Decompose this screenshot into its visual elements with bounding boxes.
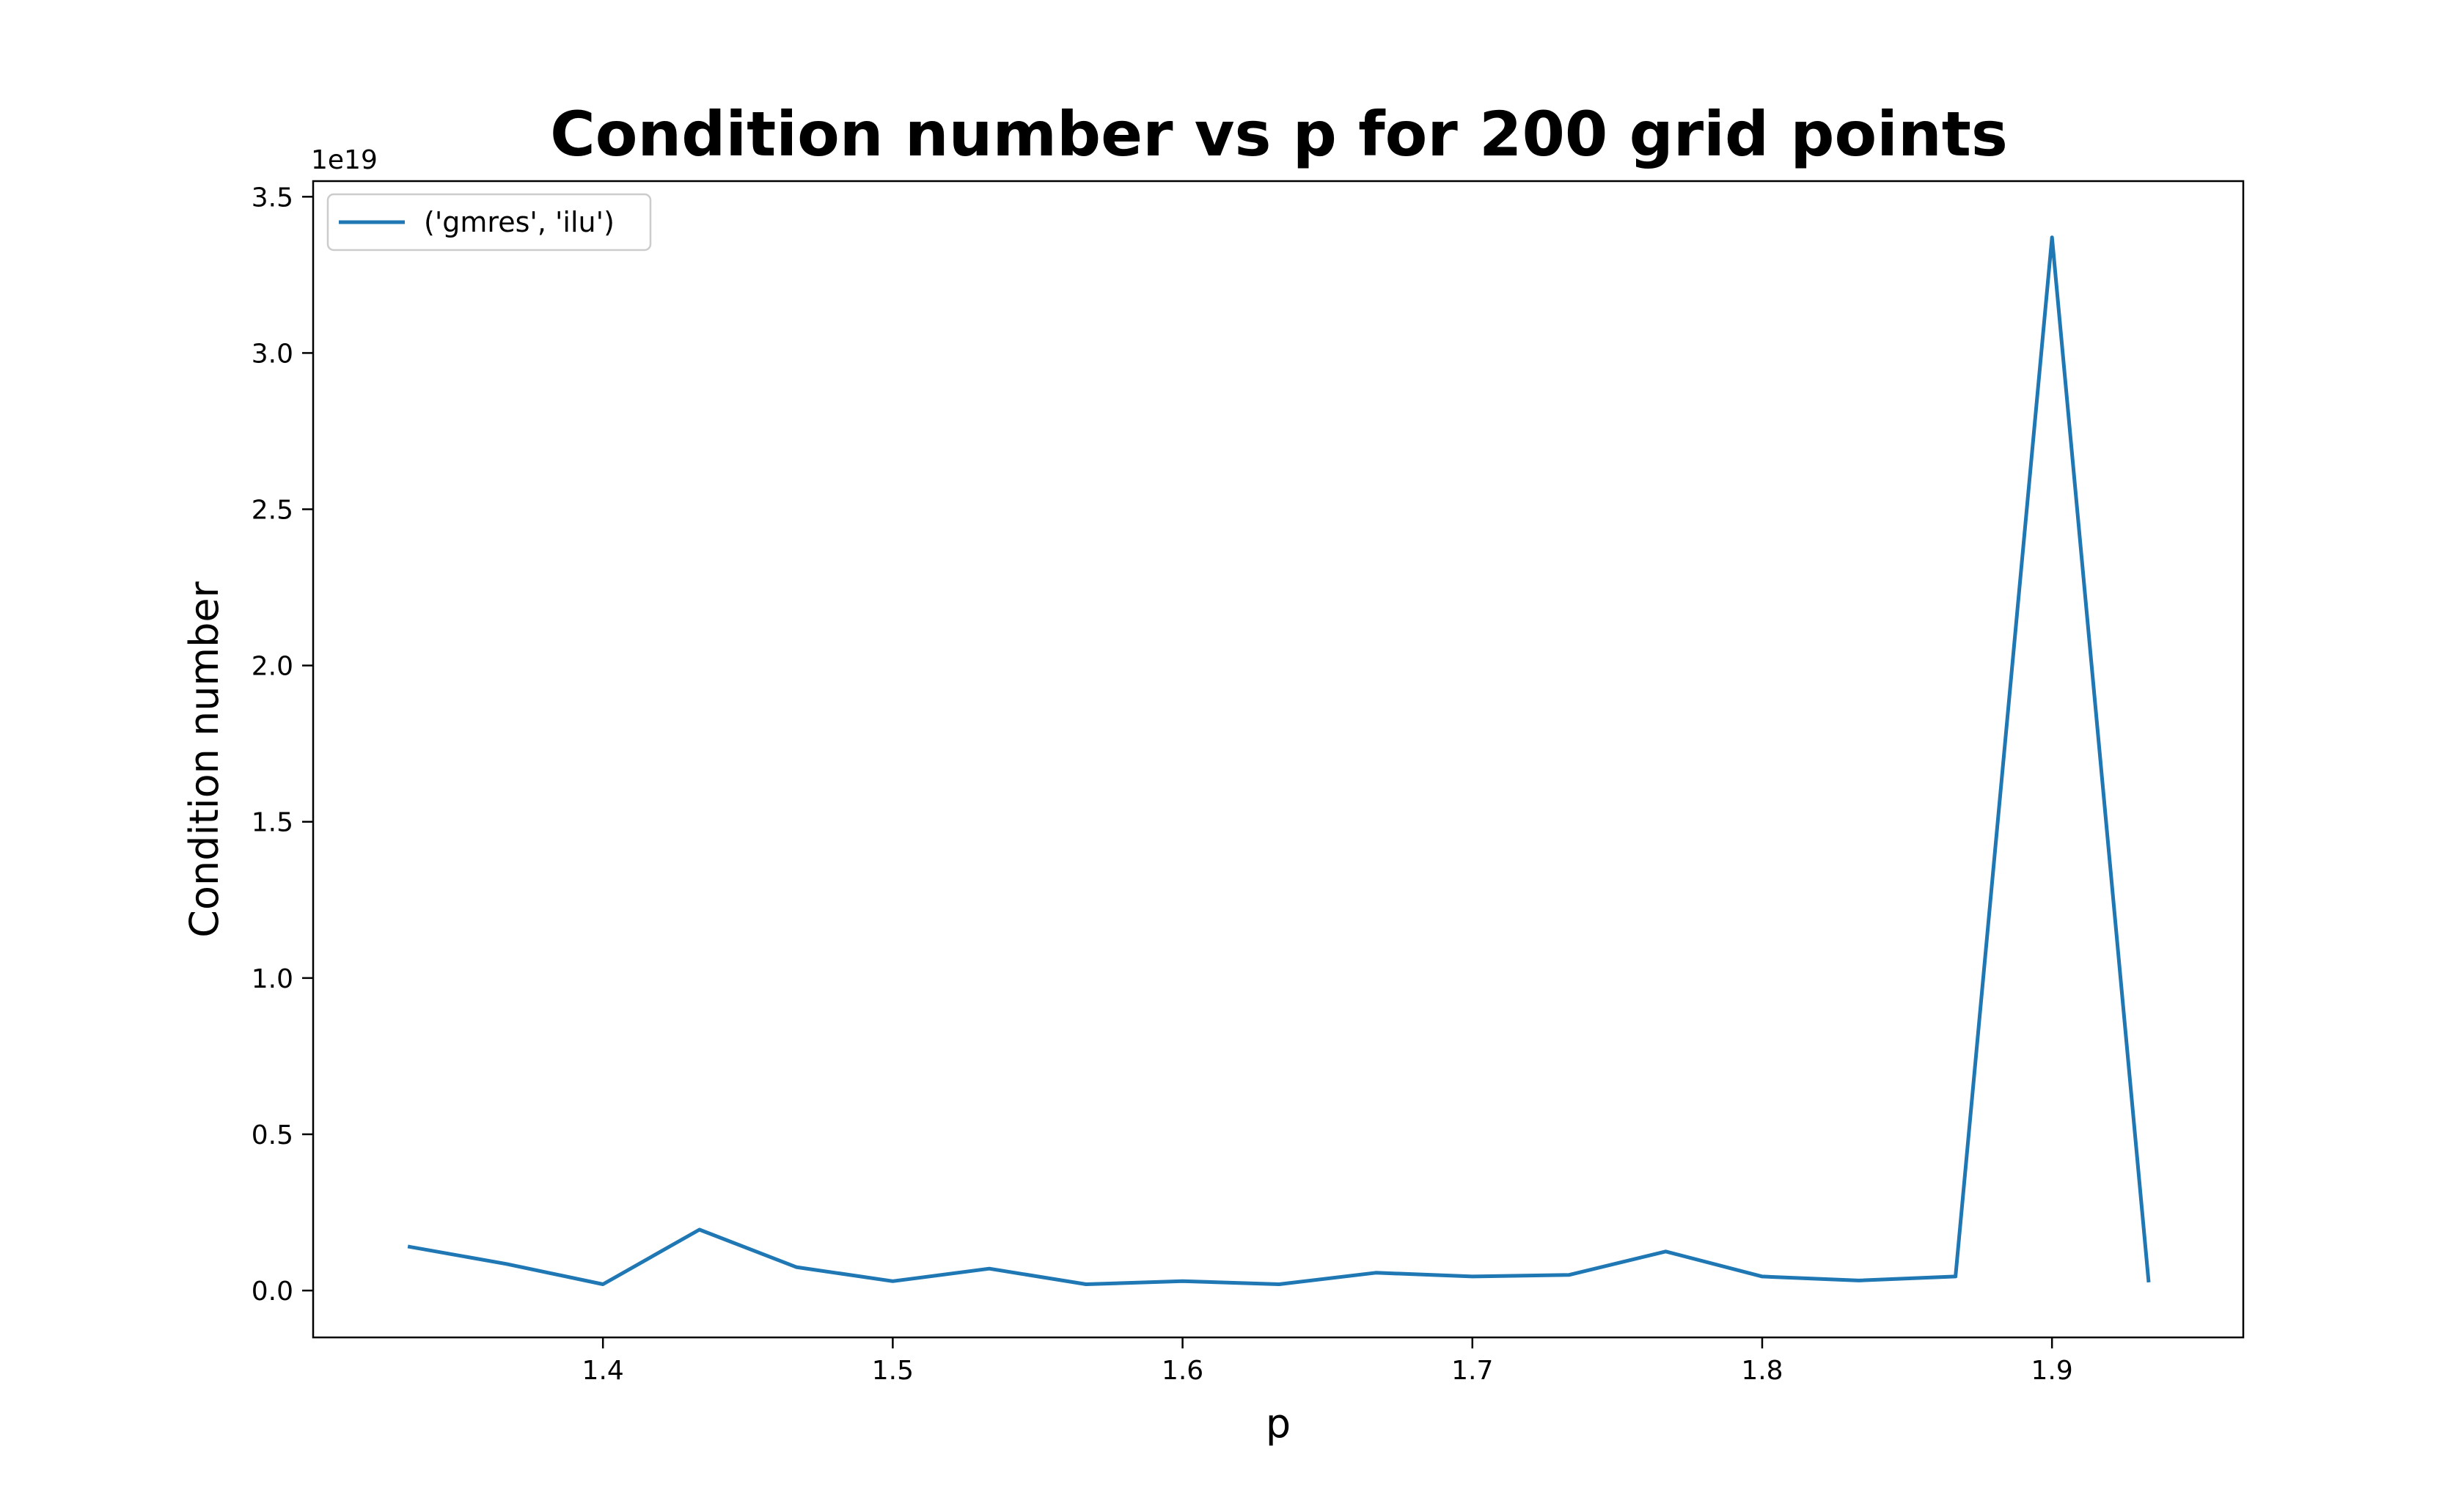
legend-label: ('gmres', 'ilu') bbox=[424, 206, 615, 238]
chart-title: Condition number vs p for 200 grid point… bbox=[550, 98, 2008, 170]
y-tick-label: 0.5 bbox=[252, 1120, 293, 1150]
y-tick-label: 0.0 bbox=[252, 1277, 293, 1307]
y-tick-label: 3.5 bbox=[252, 183, 293, 213]
x-tick-label: 1.4 bbox=[582, 1356, 624, 1386]
x-tick-label: 1.5 bbox=[872, 1356, 914, 1386]
x-axis-label: p bbox=[1266, 1400, 1291, 1447]
series-line bbox=[407, 235, 2151, 1286]
y-tick-label: 1.5 bbox=[252, 808, 293, 838]
y-axis-label: Condition number bbox=[181, 581, 227, 937]
y-tick-label: 2.5 bbox=[252, 496, 293, 526]
x-tick-label: 1.9 bbox=[2031, 1356, 2073, 1386]
x-tick-label: 1.8 bbox=[1741, 1356, 1783, 1386]
plot-area bbox=[407, 235, 2151, 1286]
y-tick-label: 2.0 bbox=[252, 652, 293, 682]
y-tick-label: 1.0 bbox=[252, 964, 293, 994]
legend-box bbox=[326, 193, 652, 251]
axes-frame bbox=[312, 180, 2245, 1339]
y-tick-label: 3.0 bbox=[252, 339, 293, 369]
x-axis-ticks: 1.4 1.5 1.6 1.7 1.8 1.9 bbox=[582, 1337, 2073, 1386]
x-tick-label: 1.7 bbox=[1451, 1356, 1493, 1386]
y-axis-offset-label: 1e19 bbox=[311, 145, 378, 175]
y-axis-ticks: 0.0 0.5 1.0 1.5 2.0 2.5 3.0 3.5 bbox=[252, 183, 313, 1307]
x-tick-label: 1.6 bbox=[1162, 1356, 1203, 1386]
legend: ('gmres', 'ilu') bbox=[326, 193, 652, 251]
